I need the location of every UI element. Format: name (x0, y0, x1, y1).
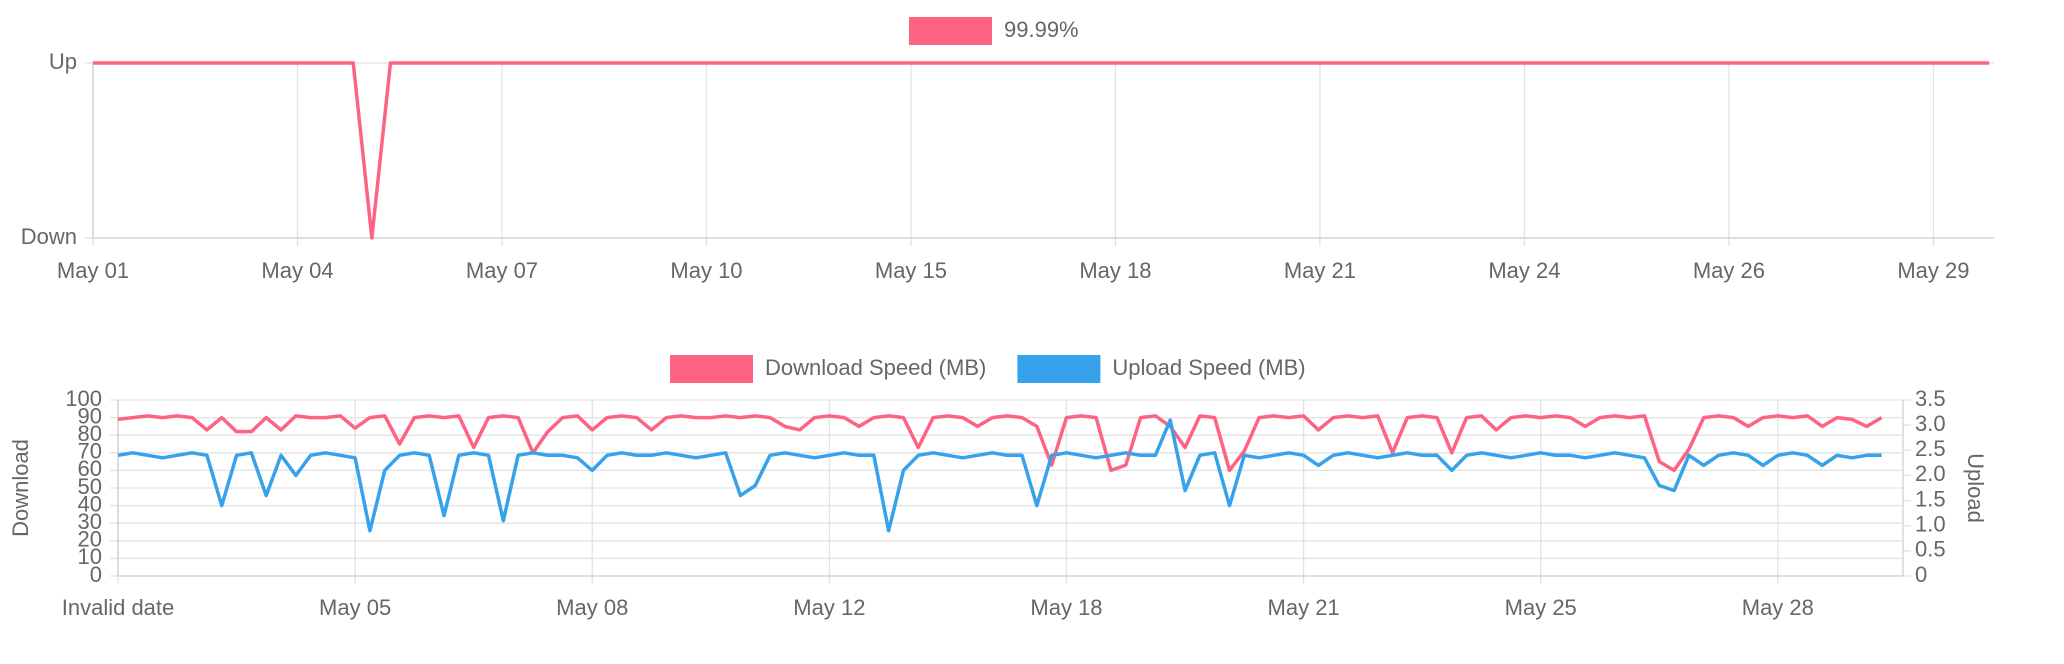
y-tick-label: Down (21, 224, 77, 249)
y-tick-label: 100 (65, 386, 102, 411)
x-tick-label: May 24 (1488, 258, 1560, 283)
x-tick-label: May 25 (1505, 595, 1577, 620)
x-tick-label: May 28 (1742, 595, 1814, 620)
legend-swatch (1017, 355, 1101, 383)
x-tick-label: May 07 (466, 258, 538, 283)
x-tick-label: May 05 (319, 595, 391, 620)
y-tick-label: 80 (78, 421, 102, 446)
y2-tick-label: 1.0 (1915, 512, 1946, 537)
y-tick-label: 60 (78, 456, 102, 481)
x-tick-label: May 29 (1897, 258, 1969, 283)
legend-label: Upload Speed (MB) (1112, 355, 1305, 380)
x-tick-label: May 12 (793, 595, 865, 620)
y2-tick-label: 2.0 (1915, 461, 1946, 486)
x-tick-label: May 08 (556, 595, 628, 620)
x-tick-label: May 18 (1079, 258, 1151, 283)
x-tick-label: May 01 (57, 258, 129, 283)
x-tick-label: May 21 (1284, 258, 1356, 283)
y2-tick-label: 3.5 (1915, 386, 1946, 411)
x-tick-label: May 04 (261, 258, 333, 283)
series-line (117, 418, 1882, 533)
y-axis-title: Download (8, 439, 33, 537)
y2-axis-title: Upload (1963, 453, 1988, 523)
y-tick-label: Up (49, 49, 77, 74)
legend-label: Download Speed (MB) (765, 355, 986, 380)
y2-tick-label: 2.5 (1915, 436, 1946, 461)
series-line (93, 61, 1990, 240)
x-tick-label: May 26 (1693, 258, 1765, 283)
y-tick-label: 50 (78, 474, 102, 499)
y-tick-label: 40 (78, 491, 102, 516)
x-tick-label: May 10 (670, 258, 742, 283)
legend-swatch (670, 355, 753, 383)
y2-tick-label: 0 (1915, 562, 1927, 587)
y-tick-label: 90 (78, 403, 102, 428)
y-tick-label: 30 (78, 509, 102, 534)
y-tick-label: 0 (90, 562, 102, 587)
y-tick-label: 20 (78, 527, 102, 552)
series-line (117, 414, 1883, 473)
y-tick-label: 70 (78, 439, 102, 464)
legend-label: 99.99% (1004, 17, 1079, 42)
x-tick-label: May 21 (1268, 595, 1340, 620)
y-tick-label: 10 (78, 544, 102, 569)
x-tick-label: May 18 (1030, 595, 1102, 620)
y2-tick-label: 1.5 (1915, 486, 1946, 511)
x-tick-label: Invalid date (62, 595, 175, 620)
legend-swatch (909, 17, 992, 45)
x-tick-label: May 15 (875, 258, 947, 283)
y2-tick-label: 0.5 (1915, 537, 1946, 562)
y2-tick-label: 3.0 (1915, 411, 1946, 436)
